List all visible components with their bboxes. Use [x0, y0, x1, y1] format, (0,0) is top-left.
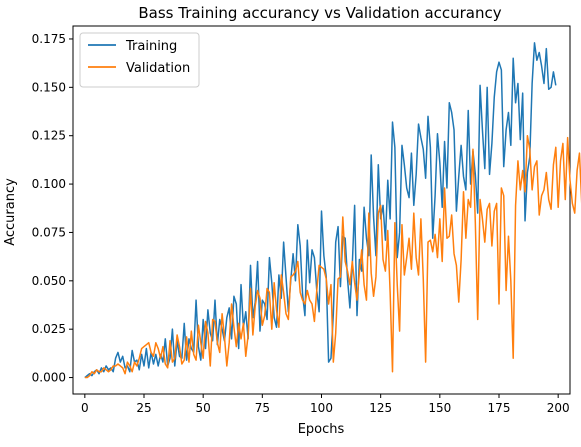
chart-title: Bass Training accurancy vs Validation ac… [138, 4, 501, 22]
x-tick-label: 150 [428, 401, 451, 415]
y-tick-label: 0.175 [32, 32, 66, 46]
y-axis-label: Accurancy [3, 178, 18, 246]
x-tick-label: 0 [81, 401, 89, 415]
y-tick-label: 0.075 [32, 225, 66, 239]
x-tick-label: 50 [196, 401, 211, 415]
y-tick-label: 0.100 [32, 177, 66, 191]
y-tick-label: 0.000 [32, 371, 66, 385]
legend-label-validation: Validation [126, 61, 190, 76]
y-tick-label: 0.050 [32, 274, 66, 288]
y-tick-label: 0.150 [32, 80, 66, 94]
x-tick-label: 200 [547, 401, 570, 415]
x-tick-label: 100 [310, 401, 333, 415]
x-tick-label: 25 [136, 401, 151, 415]
legend: Training Validation [80, 33, 199, 87]
x-axis-label: Epochs [298, 422, 345, 437]
legend-label-training: Training [125, 39, 177, 54]
y-tick-label: 0.025 [32, 322, 66, 336]
x-tick-label: 75 [255, 401, 270, 415]
x-tick-label: 175 [488, 401, 511, 415]
y-tick-label: 0.125 [32, 129, 66, 143]
x-tick-label: 125 [369, 401, 392, 415]
